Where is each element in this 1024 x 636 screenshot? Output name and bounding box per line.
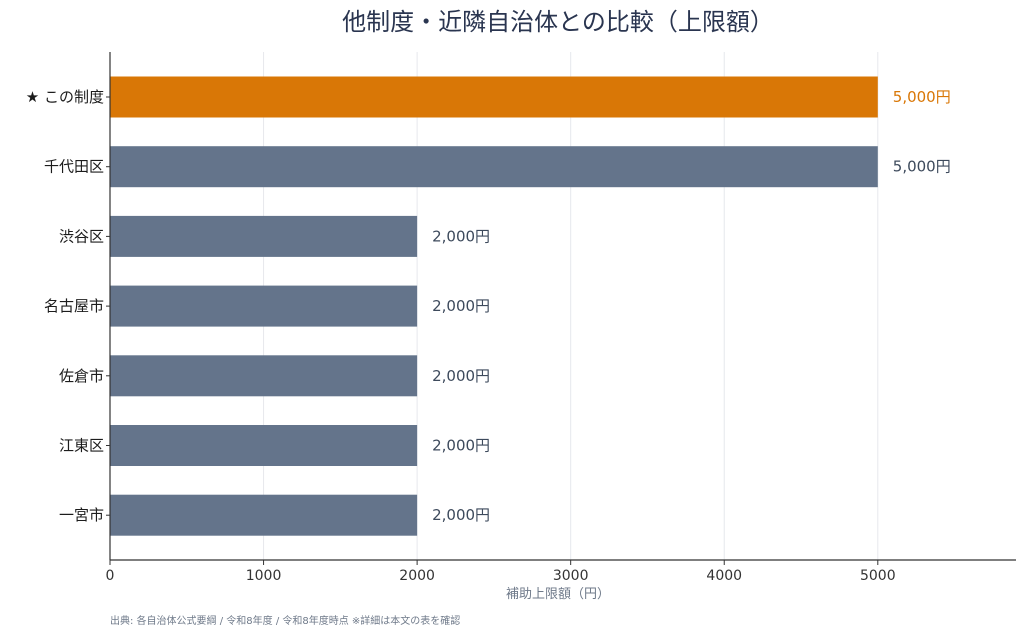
bar — [110, 494, 418, 536]
category-label: 佐倉市 — [59, 367, 104, 385]
source-note: 出典: 各自治体公式要綱 / 令和8年度 / 令和8年度時点 ※詳細は本文の表を… — [110, 614, 460, 627]
data-label: 2,000円 — [432, 227, 490, 245]
bar — [110, 146, 878, 188]
data-label: 2,000円 — [432, 367, 490, 385]
x-tick-label: 1000 — [246, 568, 282, 584]
bar — [110, 285, 418, 327]
category-label: 江東区 — [59, 437, 104, 455]
grid-lines — [263, 52, 879, 560]
data-label: 5,000円 — [893, 158, 951, 176]
bar — [110, 425, 418, 466]
category-label: 名古屋市 — [44, 297, 104, 315]
data-label: 2,000円 — [432, 297, 490, 315]
category-label: 千代田区 — [44, 158, 104, 176]
x-tick-label: 2000 — [399, 568, 435, 584]
category-label: 渋谷区 — [59, 227, 104, 245]
x-axis-label: 補助上限額（円） — [506, 587, 610, 602]
x-tick-label: 0 — [106, 568, 115, 584]
data-label: 2,000円 — [432, 506, 490, 524]
data-label: 2,000円 — [432, 437, 490, 455]
category-label: 一宮市 — [59, 506, 104, 524]
category-label: ★ この制度 — [26, 88, 104, 106]
x-tick-label: 4000 — [706, 568, 742, 584]
x-tick-label: 5000 — [860, 568, 896, 584]
data-label: 5,000円 — [893, 88, 951, 106]
x-tick-label: 3000 — [553, 568, 589, 584]
axes: 0 1000 2000 3000 4000 5000 — [106, 52, 1016, 584]
bar — [110, 215, 418, 257]
bars — [110, 76, 878, 536]
bar — [110, 355, 418, 397]
bar — [110, 76, 878, 118]
chart-title: 他制度・近隣自治体との比較（上限額） — [342, 8, 774, 36]
